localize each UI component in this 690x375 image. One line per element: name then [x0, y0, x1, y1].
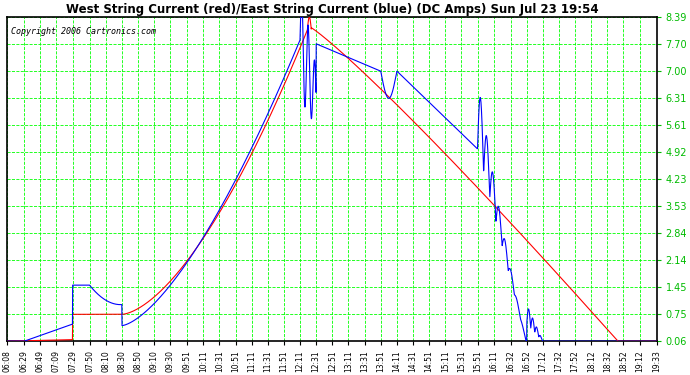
Text: Copyright 2006 Cartronics.com: Copyright 2006 Cartronics.com: [10, 27, 155, 36]
Title: West String Current (red)/East String Current (blue) (DC Amps) Sun Jul 23 19:54: West String Current (red)/East String Cu…: [66, 3, 598, 16]
